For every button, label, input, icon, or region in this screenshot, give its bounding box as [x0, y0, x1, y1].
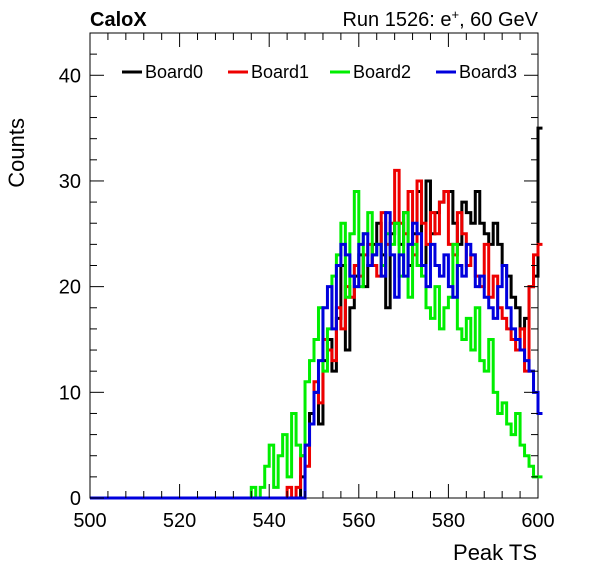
- x-tick-label: 560: [342, 510, 375, 532]
- series-board2: [90, 190, 543, 500]
- header-right: Run 1526: e+, 60 GeV: [342, 7, 538, 32]
- y-axis-title: Counts: [4, 118, 29, 188]
- legend-item-board2: Board2: [330, 62, 411, 82]
- header-left: CaloX: [90, 9, 147, 31]
- x-tick-label: 540: [253, 510, 286, 532]
- legend-item-board3: Board3: [436, 62, 517, 82]
- x-tick-label: 580: [432, 510, 465, 532]
- y-tick-label: 30: [59, 171, 81, 193]
- y-tick-label: 20: [59, 277, 81, 299]
- legend-label: Board2: [353, 62, 411, 82]
- legend-item-board1: Board1: [228, 62, 309, 82]
- series-board3: [90, 211, 543, 500]
- legend-item-board0: Board0: [122, 62, 203, 82]
- legend-label: Board0: [145, 62, 203, 82]
- legend-label: Board1: [251, 62, 309, 82]
- x-tick-label: 500: [73, 510, 106, 532]
- x-tick-label: 520: [163, 510, 196, 532]
- y-tick-label: 40: [59, 65, 81, 87]
- y-tick-label: 10: [59, 382, 81, 404]
- x-tick-label: 600: [521, 510, 554, 532]
- ticks-layer: 500 520 540 560 580 600 0 10 20 30 40: [59, 32, 555, 532]
- x-axis-title: Peak TS: [453, 540, 537, 565]
- legend: Board0 Board1 Board2 Board3: [122, 62, 517, 82]
- series-layer: [90, 126, 543, 500]
- legend-label: Board3: [459, 62, 517, 82]
- y-tick-label: 0: [70, 488, 81, 510]
